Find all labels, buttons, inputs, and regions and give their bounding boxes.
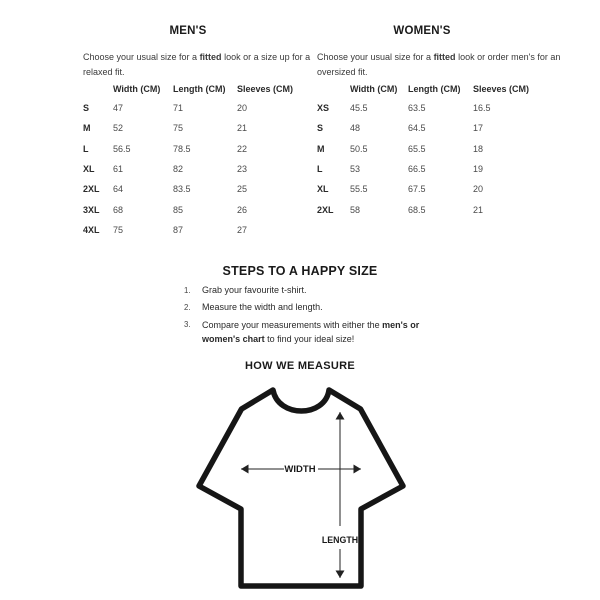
svg-text:LENGTH: LENGTH [322,535,358,545]
svg-text:WIDTH: WIDTH [284,464,315,475]
